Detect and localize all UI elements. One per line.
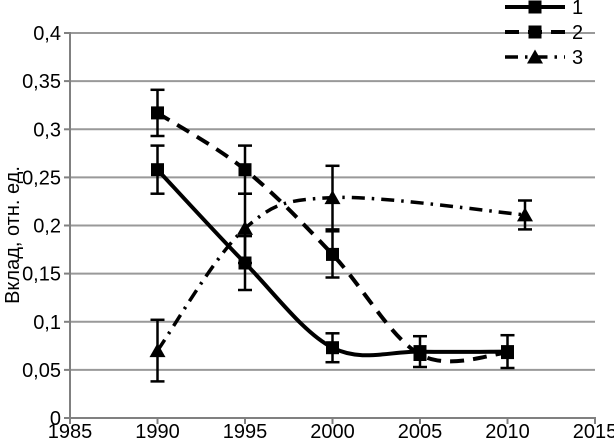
series-1-line xyxy=(156,168,508,358)
y-tick-label: 0,25 xyxy=(22,167,61,189)
x-tick-label: 2010 xyxy=(485,421,530,443)
legend-label-3: 3 xyxy=(572,47,583,69)
y-tick-label: 0,05 xyxy=(22,360,61,382)
series-3-marker xyxy=(517,207,533,222)
series-3-line xyxy=(156,195,526,352)
y-tick-label: 0,15 xyxy=(22,264,61,286)
series-2-marker xyxy=(151,106,164,120)
series-3-marker xyxy=(237,220,253,235)
x-tick-label: 2000 xyxy=(310,421,355,443)
legend-label-2: 2 xyxy=(572,22,583,44)
x-tick-label: 2015 xyxy=(573,421,614,443)
y-tick-label: 0,4 xyxy=(33,23,61,45)
series-1-marker xyxy=(326,341,339,355)
x-tick-label: 1985 xyxy=(48,421,93,443)
series-2-marker xyxy=(238,163,252,177)
legend-label-1: 1 xyxy=(572,0,583,19)
series-1-marker xyxy=(238,256,252,270)
series-2-marker xyxy=(501,346,514,360)
series-2-marker xyxy=(413,348,427,361)
series-1-marker xyxy=(151,163,164,177)
series-3-marker xyxy=(149,343,166,358)
y-tick-label: 0,1 xyxy=(33,312,61,334)
x-tick-label: 1990 xyxy=(135,421,180,443)
series-2-marker xyxy=(326,247,339,261)
x-tick-label: 2005 xyxy=(398,421,443,443)
legend-marker-3 xyxy=(527,49,543,64)
x-tick-label: 1995 xyxy=(223,421,268,443)
y-tick-label: 0 xyxy=(50,408,61,430)
legend-marker-2 xyxy=(528,25,542,39)
y-tick-label: 0,2 xyxy=(33,216,61,238)
legend-marker-1 xyxy=(528,0,542,14)
y-tick-label: 0,3 xyxy=(33,119,61,141)
series-2-line xyxy=(156,111,508,364)
y-tick-label: 0,35 xyxy=(22,71,61,93)
series-3-marker xyxy=(324,190,341,205)
